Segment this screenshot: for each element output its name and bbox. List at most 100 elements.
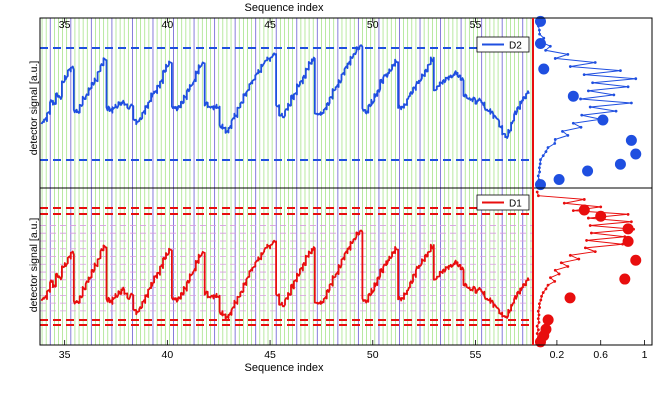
d2-peak-marker (534, 38, 546, 49)
d2-peak-marker (630, 148, 642, 160)
d1-peak-marker (622, 235, 634, 247)
d2-hist-point (579, 125, 583, 129)
d1-hist-point (599, 205, 603, 209)
d2-hist-point (568, 65, 572, 68)
d2-hist-point (586, 89, 590, 93)
top-x-tick-label: 40 (162, 19, 174, 31)
top-panel-series (40, 44, 533, 161)
d1-hist-point (536, 317, 540, 321)
d2-hist-point (548, 44, 552, 48)
d1-hist-point (593, 250, 597, 254)
series-d1-line (40, 229, 530, 320)
legend-d1: D1 (476, 194, 530, 211)
d2-hist-point (588, 105, 592, 109)
d1-peak-marker (619, 273, 631, 285)
d2-hist-point (566, 134, 570, 137)
d1-hist-point (546, 283, 550, 287)
d2-hist-point (582, 73, 586, 77)
d1-peak-marker (622, 223, 634, 235)
d2-peak-marker (534, 179, 546, 191)
d2-hist-point (614, 109, 618, 113)
d1-hist-point (537, 302, 541, 306)
d2-peak-marker (538, 63, 550, 75)
d2-hist-point (538, 32, 541, 36)
d2-hist-point (571, 121, 575, 125)
x-tick-labels: 35 35 40 40 45 45 50 50 55 55 0.2 0.6 1 (59, 18, 648, 361)
d1-hist-point (585, 239, 588, 242)
bottom-y-axis-label: detector signal [a.u.] (28, 218, 40, 313)
d1-hist-point (535, 190, 539, 194)
bottom-x-tick-label: 45 (264, 349, 276, 361)
d2-peak-marker (553, 174, 565, 185)
d2-hist-point (544, 48, 548, 52)
d1-hist-point (571, 209, 575, 213)
top-x-tick-label: 45 (264, 19, 276, 31)
d1-hist-point (626, 212, 630, 216)
d2-hist-point (546, 146, 550, 149)
d2-hist-point (591, 81, 595, 85)
d2-peak-marker (534, 15, 546, 27)
top-panel-frame (39, 17, 534, 189)
d2-peak-marker (567, 90, 579, 102)
d1-hist-point (549, 276, 552, 280)
d1-hist-point (541, 291, 545, 294)
series-d2-line (40, 44, 530, 139)
top-x-tick-label: 35 (59, 19, 71, 31)
d2-hist-point (634, 77, 638, 81)
d2-hist-point (553, 138, 557, 141)
bottom-panel-series (40, 207, 533, 326)
d2-hist-point (544, 150, 548, 154)
d1-peak-marker (630, 254, 642, 266)
d1-hist-point (537, 320, 541, 324)
d2-hist-point (538, 170, 541, 174)
d2-hist-point (553, 142, 557, 145)
bottom-x-axis-label: Sequence index (245, 362, 324, 374)
d2-hist-point (539, 158, 542, 162)
d1-hist-point (536, 328, 540, 332)
d1-hist-point (577, 257, 581, 261)
hist-x-tick-label: 0.6 (593, 349, 608, 361)
d1-hist-point (544, 287, 548, 291)
bottom-x-tick-label: 35 (59, 349, 71, 361)
d1-hist-point (535, 332, 539, 335)
d1-hist-point (566, 265, 570, 268)
hist-x-tick-label: 0.2 (550, 349, 565, 361)
d1-hist-point (559, 261, 563, 265)
top-x-tick-label: 55 (470, 19, 482, 31)
top-histogram (534, 15, 642, 191)
d1-hist-point (582, 198, 586, 201)
top-x-axis-label: Sequence index (245, 2, 324, 14)
d2-hist-point (579, 97, 582, 101)
d2-peak-marker (614, 158, 626, 170)
d2-peak-marker (582, 165, 594, 177)
d1-hist-point (537, 313, 541, 317)
d1-hist-point (568, 253, 572, 257)
d1-hist-point (539, 298, 543, 302)
bottom-x-tick-label: 55 (470, 349, 482, 361)
d1-hist-point (536, 194, 540, 198)
d1-hist-point (586, 216, 590, 220)
d1-hist-point (536, 309, 540, 313)
histogram-frame (532, 17, 653, 346)
d2-hist-point (541, 154, 545, 158)
legend-d2: D2 (476, 36, 530, 53)
d2-hist-point (536, 174, 540, 178)
d1-hist-point (590, 231, 593, 235)
d1-peak-marker (564, 292, 576, 304)
d2-hist-point (561, 129, 564, 133)
d2-hist-point (626, 85, 630, 89)
d1-hist-point (553, 280, 557, 283)
d1-hist-point (588, 224, 592, 227)
top-y-axis-label: detector signal [a.u.] (28, 61, 40, 156)
bottom-x-tick-label: 50 (367, 349, 379, 361)
d2-peak-marker (597, 114, 609, 126)
d1-hist-point (553, 268, 557, 272)
d1-hist-point (535, 324, 539, 328)
d1-hist-point (540, 294, 543, 298)
d2-hist-point (553, 57, 557, 60)
d1-hist-point (562, 201, 566, 205)
d1-peak-marker (540, 323, 552, 335)
legend-d2-label: D2 (509, 41, 522, 52)
bottom-x-tick-label: 40 (162, 349, 174, 361)
